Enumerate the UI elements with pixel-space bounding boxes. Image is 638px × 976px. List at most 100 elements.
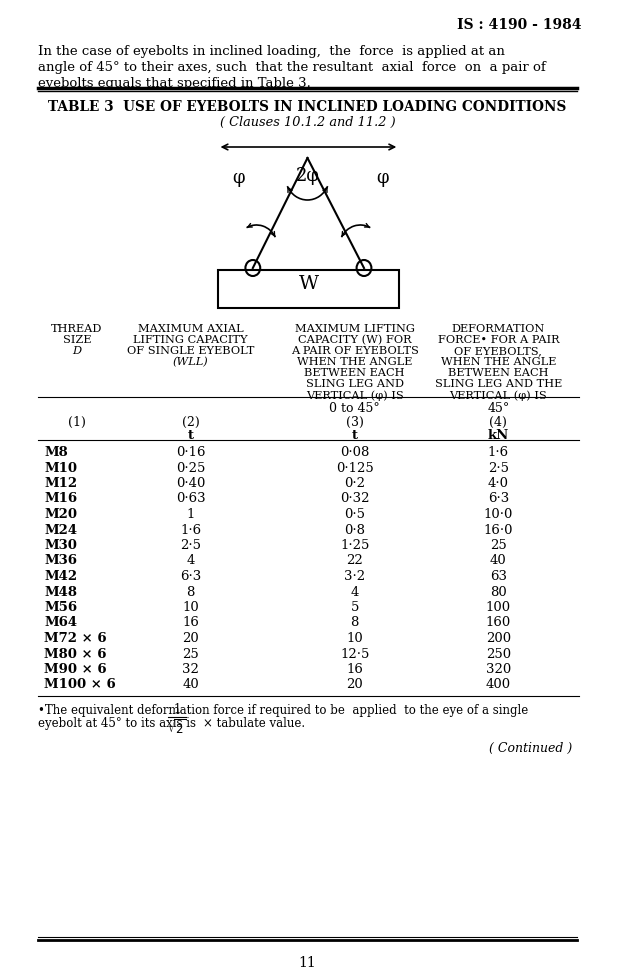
Text: 40: 40 <box>490 554 507 567</box>
Text: 0·08: 0·08 <box>340 446 369 459</box>
Text: 11: 11 <box>299 956 316 970</box>
Text: 400: 400 <box>486 678 511 692</box>
Text: 20: 20 <box>346 678 363 692</box>
Text: 4: 4 <box>186 554 195 567</box>
Text: 1·6: 1·6 <box>488 446 509 459</box>
Text: 0·25: 0·25 <box>176 462 205 474</box>
Text: angle of 45° to their axes, such  that the resultant  axial  force  on  a pair o: angle of 45° to their axes, such that th… <box>38 61 545 74</box>
Text: M72 × 6: M72 × 6 <box>45 632 107 645</box>
Text: 22: 22 <box>346 554 363 567</box>
Text: 0·63: 0·63 <box>176 493 205 506</box>
Text: 2φ: 2φ <box>295 167 320 185</box>
Text: M42: M42 <box>45 570 77 583</box>
Text: CAPACITY (W) FOR: CAPACITY (W) FOR <box>298 335 412 346</box>
Text: M36: M36 <box>45 554 77 567</box>
Text: 5: 5 <box>350 601 359 614</box>
Text: M10: M10 <box>45 462 77 474</box>
Text: •The equivalent deformation force if required to be  applied  to the eye of a si: •The equivalent deformation force if req… <box>38 704 528 717</box>
Text: WHEN THE ANGLE: WHEN THE ANGLE <box>297 357 412 367</box>
Text: OF EYEBOLTS,: OF EYEBOLTS, <box>454 346 542 356</box>
Text: BETWEEN EACH: BETWEEN EACH <box>304 368 405 378</box>
Text: 12·5: 12·5 <box>340 647 369 661</box>
Text: In the case of eyebolts in inclined loading,  the  force  is applied at an: In the case of eyebolts in inclined load… <box>38 45 505 58</box>
Text: 1: 1 <box>186 508 195 521</box>
Text: 1·6: 1·6 <box>180 523 202 537</box>
Text: t: t <box>352 429 358 442</box>
Text: 6·3: 6·3 <box>180 570 202 583</box>
Text: VERTICAL (φ) IS: VERTICAL (φ) IS <box>306 390 404 400</box>
Text: kN: kN <box>487 429 509 442</box>
Text: 16: 16 <box>182 617 199 630</box>
Text: SIZE: SIZE <box>63 335 91 345</box>
Text: t: t <box>188 429 194 442</box>
Text: 10·0: 10·0 <box>484 508 513 521</box>
Text: 1·25: 1·25 <box>340 539 369 552</box>
Text: × tabulate value.: × tabulate value. <box>203 717 305 730</box>
Text: 8: 8 <box>186 586 195 598</box>
Text: 10: 10 <box>182 601 199 614</box>
Text: 0·32: 0·32 <box>340 493 369 506</box>
Text: 0·16: 0·16 <box>176 446 205 459</box>
Text: M20: M20 <box>45 508 77 521</box>
Text: M64: M64 <box>45 617 77 630</box>
Text: 63: 63 <box>490 570 507 583</box>
Text: 25: 25 <box>490 539 507 552</box>
Text: 32: 32 <box>182 663 199 676</box>
Text: D: D <box>72 346 82 356</box>
Text: 80: 80 <box>490 586 507 598</box>
Bar <box>218 270 399 308</box>
Text: ( Continued ): ( Continued ) <box>489 742 572 755</box>
Text: 100: 100 <box>486 601 511 614</box>
Text: (3): (3) <box>346 416 364 429</box>
Text: 45°: 45° <box>487 402 509 415</box>
Text: MAXIMUM AXIAL: MAXIMUM AXIAL <box>138 324 244 334</box>
Text: M8: M8 <box>45 446 68 459</box>
Text: (WLL): (WLL) <box>173 357 209 367</box>
Text: 10: 10 <box>346 632 363 645</box>
Text: (1): (1) <box>68 416 85 429</box>
Text: M12: M12 <box>45 477 77 490</box>
Text: 25: 25 <box>182 647 199 661</box>
Text: BETWEEN EACH: BETWEEN EACH <box>448 368 549 378</box>
Text: M80 × 6: M80 × 6 <box>45 647 107 661</box>
Text: 2·5: 2·5 <box>181 539 201 552</box>
Text: 0·40: 0·40 <box>176 477 205 490</box>
Text: (4): (4) <box>489 416 507 429</box>
Text: M56: M56 <box>45 601 77 614</box>
Text: W: W <box>299 275 318 293</box>
Text: φ: φ <box>232 169 244 187</box>
Text: SLING LEG AND THE: SLING LEG AND THE <box>434 379 562 389</box>
Text: 160: 160 <box>486 617 511 630</box>
Text: OF SINGLE EYEBOLT: OF SINGLE EYEBOLT <box>127 346 255 356</box>
Text: DEFORMATION: DEFORMATION <box>452 324 545 334</box>
Text: 16: 16 <box>346 663 363 676</box>
Text: TABLE 3  USE OF EYEBOLTS IN INCLINED LOADING CONDITIONS: TABLE 3 USE OF EYEBOLTS IN INCLINED LOAD… <box>48 100 567 114</box>
Text: M48: M48 <box>45 586 77 598</box>
Text: A PAIR OF EYEBOLTS: A PAIR OF EYEBOLTS <box>291 346 419 356</box>
Text: 4: 4 <box>350 586 359 598</box>
Text: 20: 20 <box>182 632 199 645</box>
Text: 8: 8 <box>350 617 359 630</box>
Text: eyebolt at 45° to its axis is: eyebolt at 45° to its axis is <box>38 717 196 730</box>
Text: THREAD: THREAD <box>51 324 103 334</box>
Text: 40: 40 <box>182 678 199 692</box>
Text: 0·125: 0·125 <box>336 462 374 474</box>
Text: 2·5: 2·5 <box>488 462 509 474</box>
Text: 250: 250 <box>486 647 511 661</box>
Text: M30: M30 <box>45 539 77 552</box>
Text: M90 × 6: M90 × 6 <box>45 663 107 676</box>
Text: 0 to 45°: 0 to 45° <box>329 402 380 415</box>
Text: 320: 320 <box>486 663 511 676</box>
Text: SLING LEG AND: SLING LEG AND <box>306 379 404 389</box>
Text: VERTICAL (φ) IS: VERTICAL (φ) IS <box>449 390 547 400</box>
Text: 200: 200 <box>486 632 511 645</box>
Text: 0·2: 0·2 <box>345 477 365 490</box>
Text: M16: M16 <box>45 493 77 506</box>
Text: (2): (2) <box>182 416 200 429</box>
Text: $\sqrt{2}$: $\sqrt{2}$ <box>167 718 186 737</box>
Text: 0·5: 0·5 <box>345 508 365 521</box>
Text: 16·0: 16·0 <box>484 523 513 537</box>
Text: LIFTING CAPACITY: LIFTING CAPACITY <box>133 335 248 345</box>
Text: eyebolts equals that specified in Table 3.: eyebolts equals that specified in Table … <box>38 77 311 90</box>
Text: ( Clauses 10.1.2 and 11.2 ): ( Clauses 10.1.2 and 11.2 ) <box>219 116 396 129</box>
